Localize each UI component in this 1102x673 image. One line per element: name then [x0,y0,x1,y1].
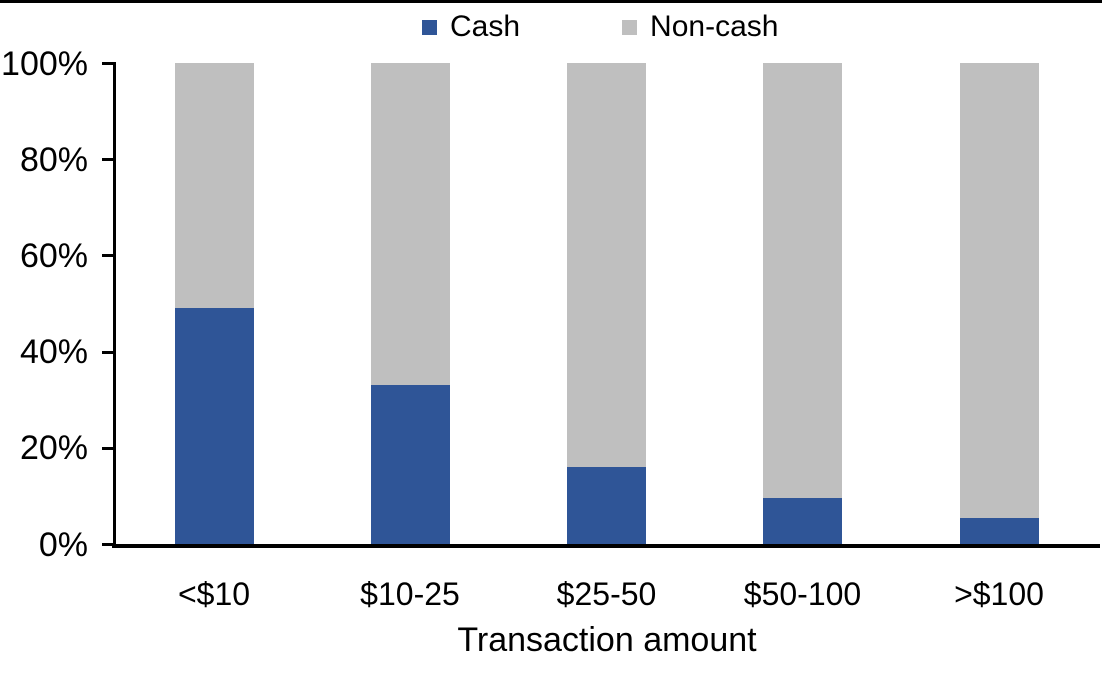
legend-swatch-icon [622,19,638,35]
top-rule-divider [0,0,1102,3]
bar-segment-cash [370,385,450,544]
x-axis-title: Transaction amount [457,621,757,659]
y-tick-mark [102,446,114,450]
x-tick-label: $10-25 [360,576,460,612]
legend-label: Cash [450,10,521,43]
y-axis-line [113,62,116,548]
y-tick-label: 40% [19,333,88,372]
y-tick-label: 0% [38,525,88,564]
legend-label: Non-cash [650,10,779,43]
bar-segment-cash [959,518,1039,544]
bar-segment-non-cash [763,63,842,498]
bar-segment-non-cash [370,63,450,385]
x-tick-label: $50-100 [743,576,862,612]
bar-segment-non-cash [174,63,254,308]
bar-segment-cash [567,467,646,544]
bar-segment-cash [763,498,842,544]
y-tick-mark [102,350,114,354]
y-tick-label: 20% [19,429,88,468]
y-tick-mark [102,158,114,162]
bar-segment-cash [174,308,254,544]
bar--25-50 [567,63,646,544]
bar--10-25 [370,63,450,544]
y-tick-mark [102,543,114,546]
legend-item-non-cash: Non-cash [622,11,778,43]
legend: Cash Non-cash [422,11,778,43]
y-tick-label: 60% [19,236,88,275]
bar-segment-non-cash [567,63,646,467]
bar-segment-non-cash [959,63,1039,518]
bar--100 [959,63,1039,544]
x-tick-label: >$100 [954,576,1044,612]
y-tick-mark [102,254,114,258]
legend-swatch-icon [422,19,437,35]
y-tick-mark [102,62,114,65]
bar--50-100 [763,63,842,544]
x-tick-label: $25-50 [556,576,657,612]
x-tick-label: <$10 [177,576,251,612]
x-axis-line [112,544,1100,548]
bar--10 [174,63,254,544]
y-tick-label: 100% [1,44,88,83]
y-tick-label: 80% [19,140,88,179]
legend-item-cash: Cash [422,11,520,43]
